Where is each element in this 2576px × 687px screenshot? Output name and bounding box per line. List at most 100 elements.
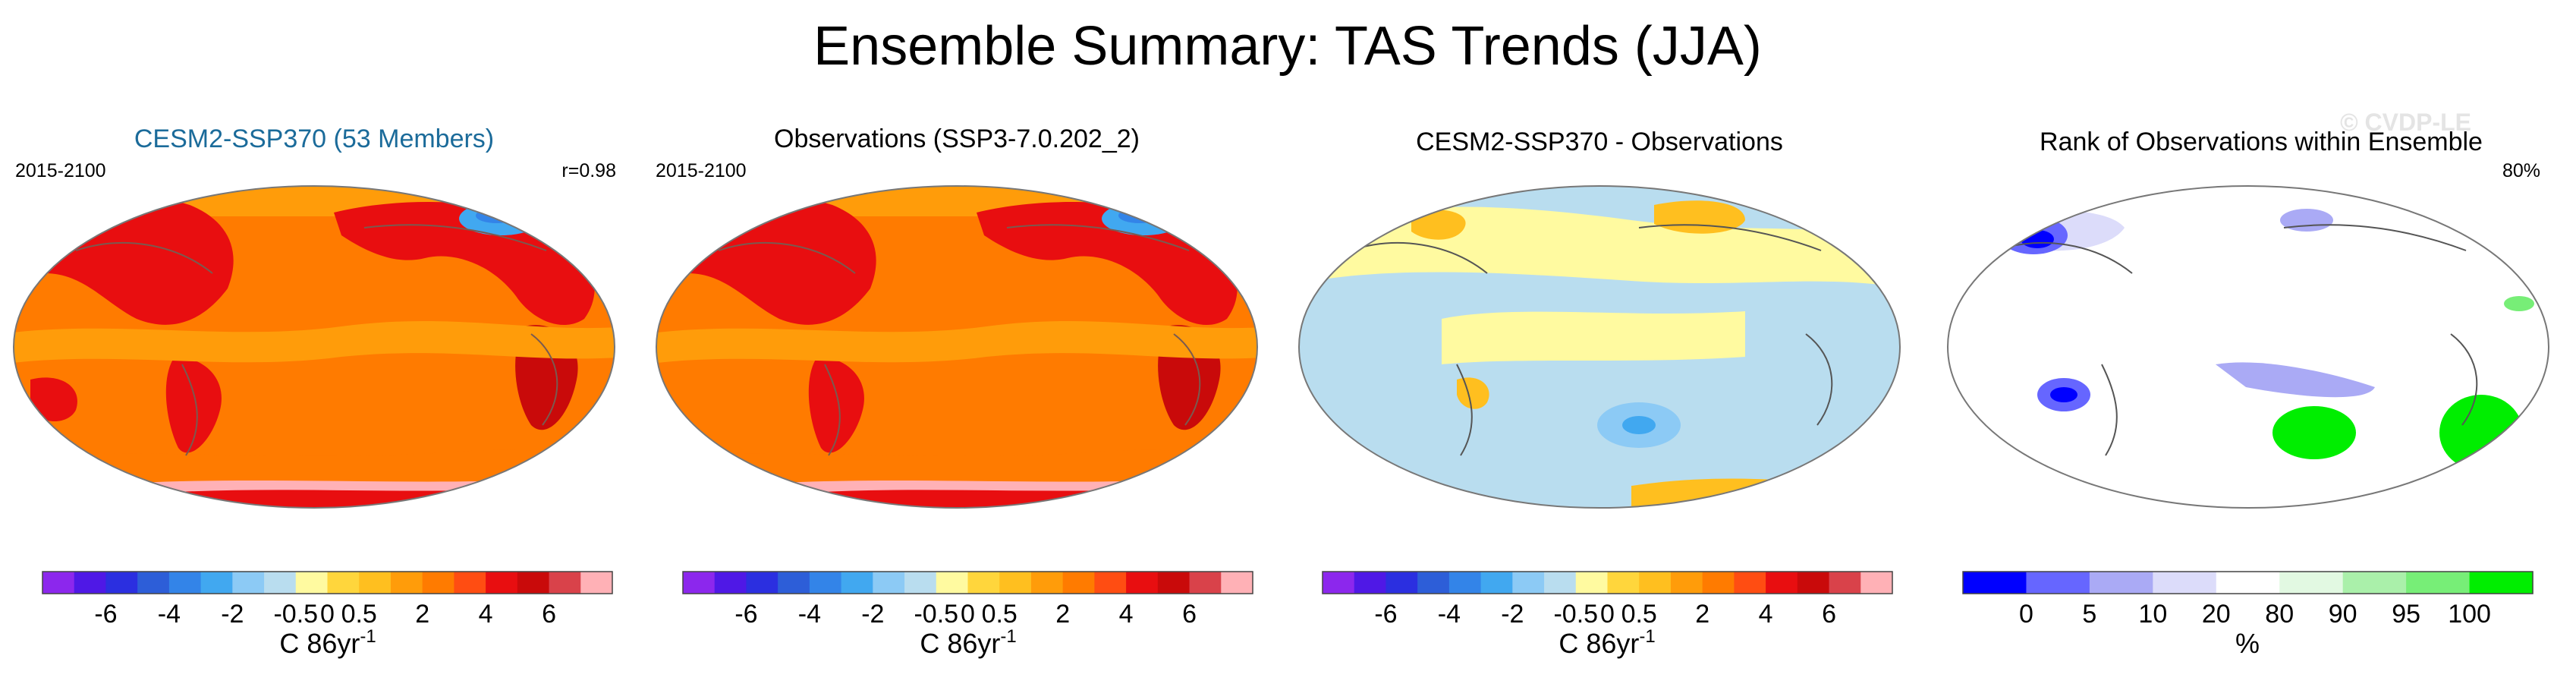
colorbar-unit-label: C 86yr-1 [1558,626,1655,659]
panel-period-2: 2015-2100 [656,160,747,181]
coastline [718,224,1201,456]
colorbar-tick-label: 0 [2019,600,2033,629]
colorbar-swatch [1860,572,1893,594]
panel-title-3: CESM2-SSP370 - Observations [1416,128,1783,156]
colorbar-swatch [74,572,107,594]
antarctic-warm-core [152,490,493,508]
figure-title: Ensemble Summary: TAS Trends (JJA) [813,16,1762,77]
colorbar-tick-label: -6 [734,600,757,629]
colorbar-swatch [232,572,265,594]
colorbar-swatch [486,572,518,594]
colorbar-swatch [1417,572,1450,594]
colorbar-tick-label: 90 [2329,600,2357,629]
colorbar-tick-label: 6 [542,600,556,629]
colorbar-tick-label: -4 [158,600,181,629]
warm-land-australia [30,377,77,421]
colorbar-swatch [1448,572,1482,594]
colorbar-swatch [2406,572,2471,594]
colorbar-swatch [1766,572,1798,594]
colorbar-tick-label: -4 [1438,600,1461,629]
map-border-3 [1298,185,1901,509]
colorbar-swatch [517,572,550,594]
colorbar-swatch [1963,572,2027,594]
colorbar-swatch [2342,572,2407,594]
orange-anomaly-north [1411,210,1466,240]
map-panel-4 [1947,185,2549,509]
colorbar-swatch [390,572,423,594]
colorbar-swatch [967,572,1000,594]
colorbar-swatch [549,572,581,594]
colorbar-swatch [999,572,1032,594]
colorbar-tick-label: 0 [961,600,975,629]
colorbar-swatch [1323,572,1355,594]
cold-spot-core [476,208,518,223]
colorbar-swatch [2279,572,2344,594]
colorbar-frame [42,571,613,594]
colorbar-swatch [580,572,613,594]
colorbar-swatch [873,572,905,594]
colorbar-swatch [105,572,138,594]
rank-low-pacific-band [2216,362,2375,398]
warm-land-south-america [808,357,864,453]
colorbar-tick-label: 2 [415,600,429,629]
orange-anomaly-southern-ocean [1631,478,1836,508]
colorbar-tick-label: -2 [861,600,884,629]
colorbar-swatch [1062,572,1095,594]
colorbar-unit-label: C 86yr-1 [279,626,376,659]
colorbar-swatch [1094,572,1127,594]
colorbar-swatch [746,572,778,594]
ocean-band [656,320,1257,364]
panel-title-1: CESM2-SSP370 (53 Members) [134,124,494,153]
colorbar-swatch [683,572,716,594]
colorbar-swatch [200,572,233,594]
colorbar-swatch [295,572,329,594]
colorbar-tick-label: 2 [1055,600,1070,629]
panel-title-4: Rank of Observations within Ensemble [2040,128,2483,156]
blue-anomaly-north-pacific [1389,186,1434,197]
colorbar-swatch [809,572,842,594]
colorbar-tick-label: 0.5 [982,600,1018,629]
colorbar-unit-exponent: -1 [1000,626,1016,647]
colorbar-swatch [904,572,937,594]
colorbar-swatch [1670,572,1703,594]
panel-rank-percent: 80% [2502,160,2540,181]
colorbar-tick-label: -0.5 [914,600,958,629]
cold-spot-core [1118,208,1161,223]
panel-correlation-1: r=0.98 [561,160,616,181]
colorbar-tick-label: 2 [1695,600,1709,629]
map-border-2 [656,185,1258,509]
rank-high-east [2504,296,2534,311]
map-border-4 [1947,185,2549,509]
colorbar-swatch [1221,572,1253,594]
orange-anomaly-indian [1457,377,1489,409]
colorbar-tick-label: 6 [1182,600,1197,629]
colorbar-tick-label: 100 [2448,600,2491,629]
colorbar-swatch [2469,572,2534,594]
colorbar-swatch [1702,572,1735,594]
map-panel-3 [1298,185,1901,509]
colorbar-swatch [327,572,360,594]
colorbar-swatch [1354,572,1387,594]
colorbar-tick-label: 4 [1119,600,1134,629]
colorbar-tick-label: 0.5 [1621,600,1657,629]
colorbar-3: -6 -4 -2 -0.5 0 0.5 2 4 6 C 86yr-1 [1322,571,1893,659]
colorbar-1: -6 -4 -2 -0.5 0 0.5 2 4 6 C 86yr-1 [42,571,613,659]
map-panel-2 [656,185,1258,509]
rank-very-low-tropical [2050,387,2077,402]
colorbar-swatch [1126,572,1159,594]
colorbar-tick-label: 80 [2265,600,2294,629]
colorbar-unit-exponent: -1 [360,626,376,647]
colorbar-swatch [778,572,810,594]
map-background-4 [1948,186,2549,508]
colorbar-swatch [1030,572,1064,594]
colorbar-frame [1322,571,1893,594]
colorbar-tick-label: 0 [1600,600,1615,629]
colorbar-swatch [1639,572,1672,594]
colorbar-frame [682,571,1253,594]
colorbar-tick-label: 5 [2082,600,2096,629]
panel-period-1: 2015-2100 [15,160,106,181]
colorbar-tick-label: 10 [2138,600,2167,629]
colorbar-tick-label: -2 [1501,600,1524,629]
colorbar-frame [1962,571,2534,594]
